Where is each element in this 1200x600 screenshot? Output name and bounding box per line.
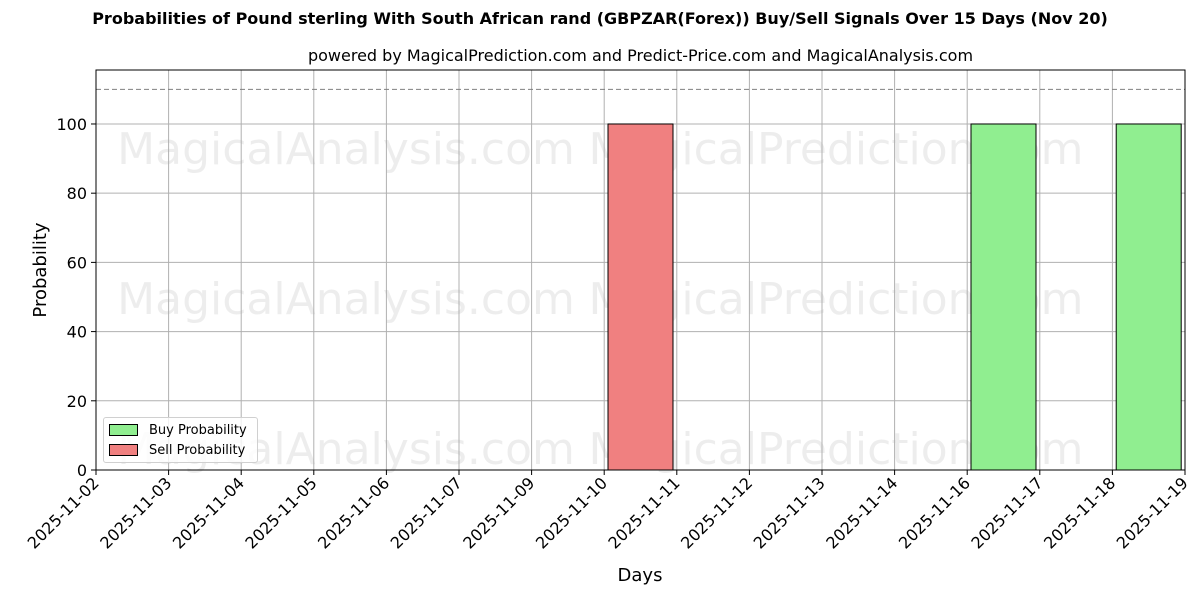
- x-tick-label: 2025-11-09: [459, 473, 538, 552]
- x-tick-label: 2025-11-18: [1040, 473, 1119, 552]
- x-tick-label: 2025-11-11: [604, 473, 683, 552]
- y-tick-label: 0: [77, 461, 87, 480]
- bar-sell-probability: [607, 123, 674, 471]
- y-axis: 0 20 40 60 80 100: [56, 115, 96, 480]
- x-axis: 2025-11-022025-11-032025-11-042025-11-05…: [24, 470, 1192, 553]
- watermarks: MagicalAnalysis.com MagicalPrediction.com…: [117, 124, 1083, 475]
- y-tick-label: 20: [67, 392, 87, 411]
- x-tick-label: 2025-11-12: [677, 473, 756, 552]
- x-tick-label: 2025-11-17: [967, 473, 1046, 552]
- x-tick-label: 2025-11-03: [96, 473, 175, 552]
- legend-sell-label: Sell Probability: [149, 442, 246, 458]
- y-tick-label: 80: [67, 184, 87, 203]
- y-axis-label: Probability: [30, 222, 51, 317]
- bar-buy-probability: [970, 123, 1037, 471]
- x-tick-label: 2025-11-05: [241, 473, 320, 552]
- x-tick-label: 2025-11-14: [822, 473, 901, 552]
- legend: Buy Probability Sell Probability: [103, 417, 258, 463]
- x-tick-label: 2025-11-04: [169, 473, 248, 552]
- chart-subtitle: powered by MagicalPrediction.com and Pre…: [307, 46, 974, 65]
- legend-item-buy: Buy Probability: [109, 421, 247, 439]
- bar-buy-probability: [1115, 123, 1182, 471]
- buy-swatch-icon: [109, 424, 138, 436]
- x-tick-label: 2025-11-02: [24, 473, 103, 552]
- bars: [607, 123, 1182, 471]
- x-tick-label: 2025-11-10: [532, 473, 611, 552]
- legend-buy-label: Buy Probability: [149, 422, 247, 438]
- y-tick-label: 60: [67, 253, 87, 272]
- x-tick-label: 2025-11-06: [314, 473, 393, 552]
- legend-item-sell: Sell Probability: [109, 441, 245, 459]
- y-tick-label: 100: [56, 115, 87, 134]
- y-tick-label: 40: [67, 323, 87, 342]
- x-tick-label: 2025-11-16: [895, 473, 974, 552]
- watermark-text: MagicalAnalysis.com: [117, 274, 575, 325]
- plot-frame: [95, 69, 1186, 471]
- x-axis-label: Days: [618, 565, 663, 586]
- x-tick-label: 2025-11-19: [1113, 473, 1192, 552]
- sell-swatch-icon: [109, 444, 138, 456]
- watermark-text: MagicalAnalysis.com: [117, 124, 575, 175]
- x-tick-label: 2025-11-07: [387, 473, 466, 552]
- chart-title: Probabilities of Pound sterling With Sou…: [92, 9, 1108, 28]
- x-tick-label: 2025-11-13: [750, 473, 829, 552]
